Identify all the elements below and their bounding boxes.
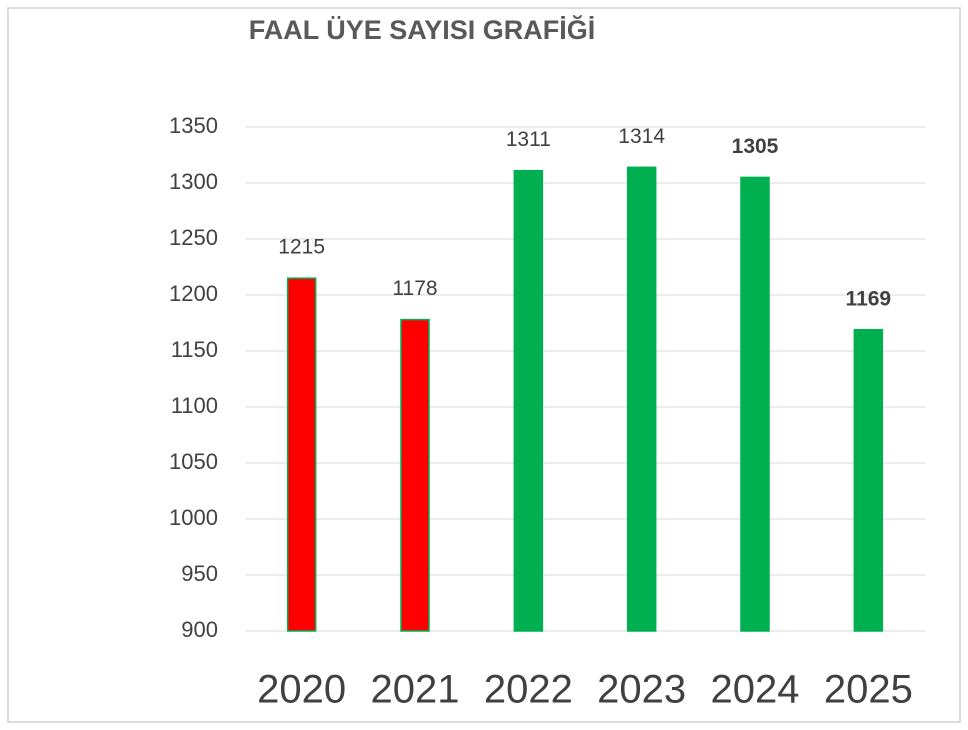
x-tick-label: 2022 <box>484 668 573 712</box>
y-tick-label: 1300 <box>169 169 218 194</box>
bar <box>400 318 430 632</box>
data-label: 1305 <box>732 135 779 158</box>
y-tick-label: 1050 <box>169 449 218 474</box>
y-tick-label: 1150 <box>171 337 218 362</box>
chart-frame <box>7 7 961 723</box>
chart-title: FAAL ÜYE SAYISI GRAFİĞİ <box>249 14 596 45</box>
data-label: 1311 <box>506 128 551 151</box>
y-tick-label: 1000 <box>169 505 218 530</box>
bar <box>740 176 770 632</box>
y-tick-label: 1200 <box>169 281 218 306</box>
x-tick-label: 2024 <box>711 668 800 712</box>
y-tick-label: 1350 <box>169 113 218 138</box>
bar <box>626 166 657 632</box>
data-label: 1178 <box>392 277 437 300</box>
data-label: 1169 <box>846 287 892 310</box>
y-tick-label: 950 <box>181 561 218 586</box>
y-tick-label: 1250 <box>169 225 218 250</box>
bar <box>853 328 884 632</box>
bar <box>513 169 544 632</box>
x-tick-label: 2025 <box>824 668 913 712</box>
x-tick-label: 2020 <box>257 668 346 712</box>
x-tick-label: 2021 <box>371 668 460 712</box>
data-label: 1215 <box>278 236 325 259</box>
data-label: 1314 <box>618 125 665 148</box>
y-tick-label: 1100 <box>171 393 218 418</box>
y-tick-label: 900 <box>181 617 218 642</box>
bar <box>286 277 317 632</box>
x-tick-label: 2023 <box>597 668 686 712</box>
